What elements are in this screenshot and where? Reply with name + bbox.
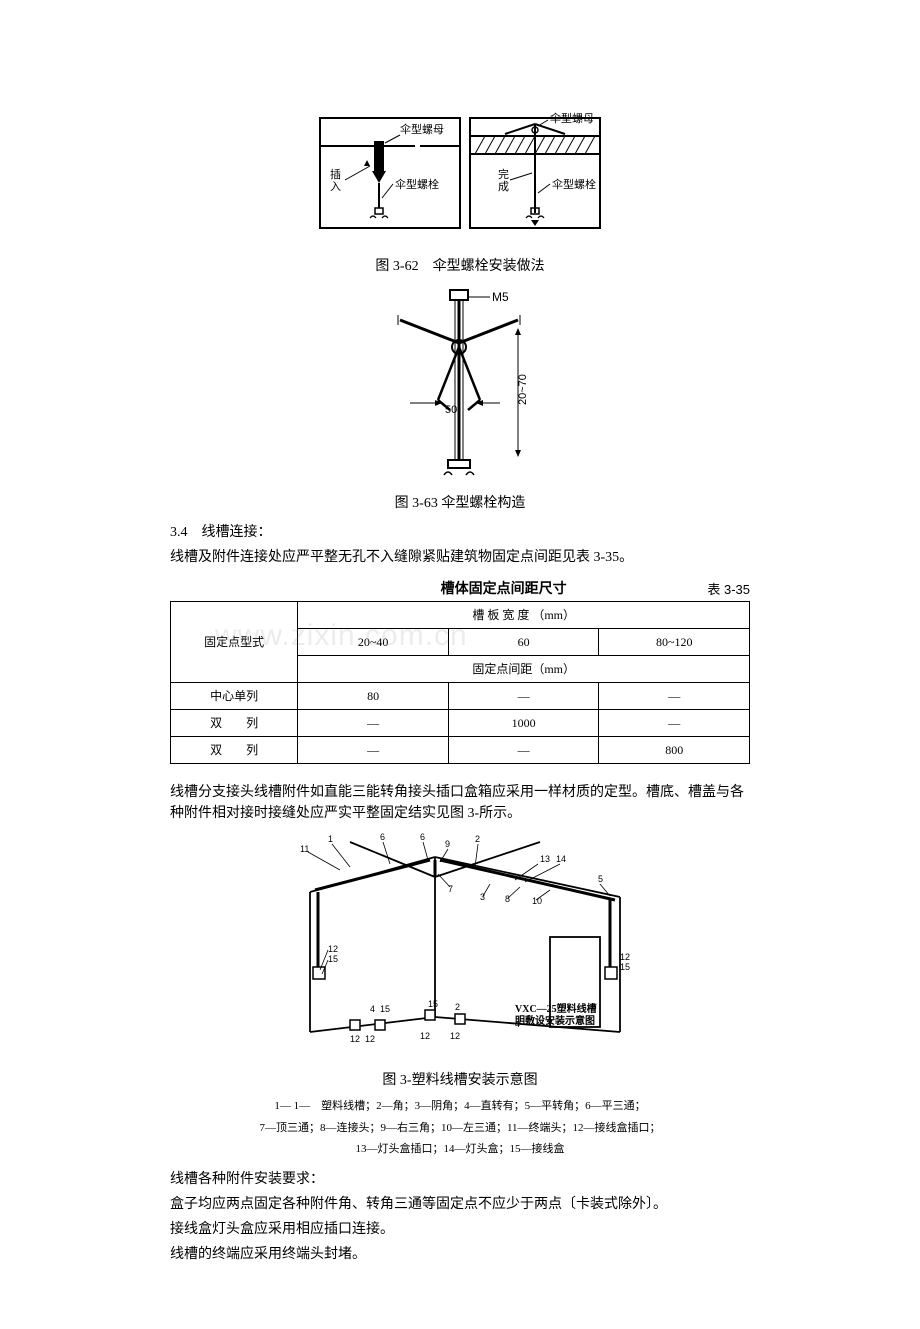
table-row-0-label: 中心单列 — [171, 683, 298, 710]
svg-text:4: 4 — [370, 1004, 375, 1014]
svg-text:12: 12 — [420, 1031, 430, 1041]
requirement-3: 线槽的终端应采用终端头封堵。 — [170, 1244, 750, 1265]
table-cell: — — [298, 710, 449, 737]
table-cell: — — [298, 737, 449, 764]
table-3-35: 固定点型式 槽 板 宽 度 （mm） 20~40 60 80~120 固定点间距… — [170, 601, 750, 764]
figure-3-63: M5 50 20~70 — [170, 285, 750, 485]
table-width-1: 60 — [448, 629, 599, 656]
legend-line-3: 13—灯头盒插口；14—灯头盒；15—接线盒 — [170, 1140, 750, 1159]
figure-plastic-slot: 11 1 6 6 9 2 1314 7 3 8 10 5 12 15 12 15… — [170, 832, 750, 1062]
svg-text:14: 14 — [556, 854, 566, 864]
table-row-2-label: 双 列 — [171, 737, 298, 764]
page-container: 伞型螺母 插 入 伞型螺栓 — [170, 108, 750, 1265]
svg-text:2: 2 — [475, 834, 480, 844]
legend-line-1: 1— 1— 塑料线槽；2—角；3—阴角；4—直转有；5—平转角；6—平三通； — [170, 1097, 750, 1116]
svg-text:成: 成 — [498, 180, 509, 193]
svg-text:入: 入 — [330, 181, 341, 193]
figure-3-63-caption: 图 3-63 伞型螺栓构造 — [170, 493, 750, 514]
requirement-1: 盒子均应两点固定各种附件角、转角三通等固定点不应少于两点〔卡装式除外〕。 — [170, 1194, 750, 1215]
table-cell: 1000 — [448, 710, 599, 737]
table-header-spacing: 固定点间距（mm） — [298, 656, 750, 683]
table-cell: 80 — [298, 683, 449, 710]
figure-3-63-svg: M5 50 20~70 — [370, 285, 550, 485]
svg-text:11: 11 — [300, 844, 309, 854]
svg-text:12: 12 — [620, 952, 630, 962]
label-50: 50 — [445, 404, 457, 416]
svg-text:6: 6 — [380, 832, 385, 842]
svg-text:2: 2 — [455, 1002, 460, 1012]
section-3-4-heading: 3.4 线槽连接： — [170, 522, 750, 543]
table-header-fixtype: 固定点型式 — [171, 602, 298, 683]
svg-text:15: 15 — [328, 954, 338, 964]
svg-text:15: 15 — [380, 1004, 390, 1014]
svg-text:12: 12 — [450, 1031, 460, 1041]
table-title: 槽体固定点间距尺寸 — [170, 578, 707, 599]
table-cell: — — [448, 737, 599, 764]
figure-3-62-svg: 伞型螺母 插 入 伞型螺栓 — [310, 108, 610, 248]
figure-plastic-caption: 图 3-塑料线槽安装示意图 — [170, 1070, 750, 1091]
svg-text:伞型螺栓: 伞型螺栓 — [395, 177, 439, 191]
label-range: 20~70 — [517, 374, 529, 405]
svg-text:1: 1 — [328, 834, 333, 844]
table-row-1-label: 双 列 — [171, 710, 298, 737]
svg-text:伞型螺栓: 伞型螺栓 — [552, 177, 596, 191]
legend-line-2: 7—顶三通；8—连接头；9—右三角；10—左三通；11—终端头；12—接线盒插口… — [170, 1119, 750, 1138]
table-cell: — — [599, 683, 750, 710]
inner-label-bottom: 明敷设安装示意图 — [515, 1014, 595, 1027]
table-cell: — — [599, 710, 750, 737]
svg-text:12: 12 — [328, 944, 338, 954]
requirements-heading: 线槽各种附件安装要求： — [170, 1169, 750, 1190]
svg-text:插: 插 — [330, 167, 341, 181]
table-cell: 800 — [599, 737, 750, 764]
section-3-4-text: 线槽及附件连接处应严平整无孔不入缝隙紧贴建筑物固定点间距见表 3-35。 — [170, 547, 750, 568]
para-after-table: 线槽分支接头线槽附件如直能三能转角接头插口盒箱应采用一样材质的定型。槽底、槽盖与… — [170, 782, 750, 824]
svg-text:15: 15 — [428, 999, 438, 1009]
svg-text:伞型螺母: 伞型螺母 — [550, 111, 594, 125]
svg-text:12: 12 — [350, 1034, 360, 1044]
table-cell: — — [448, 683, 599, 710]
svg-text:6: 6 — [420, 832, 425, 842]
svg-text:8: 8 — [505, 894, 510, 904]
inner-label-top: VXC—25塑料线槽 — [515, 1002, 597, 1015]
requirement-2: 接线盒灯头盒应采用相应插口连接。 — [170, 1219, 750, 1240]
table-header-width: 槽 板 宽 度 （mm） — [298, 602, 750, 629]
table-number: 表 3-35 — [707, 580, 750, 600]
figure-3-62: 伞型螺母 插 入 伞型螺栓 — [170, 108, 750, 248]
figure-plastic-svg: 11 1 6 6 9 2 1314 7 3 8 10 5 12 15 12 15… — [280, 832, 640, 1062]
label-m5: M5 — [492, 290, 509, 304]
table-title-row: 槽体固定点间距尺寸 表 3-35 — [170, 578, 750, 599]
table-width-0: 20~40 — [298, 629, 449, 656]
svg-text:9: 9 — [445, 839, 450, 849]
svg-text:完: 完 — [498, 167, 509, 181]
svg-text:15: 15 — [620, 962, 630, 972]
svg-text:10: 10 — [532, 896, 542, 906]
figure-3-62-caption: 图 3-62 伞型螺栓安装做法 — [170, 256, 750, 277]
svg-text:12: 12 — [365, 1034, 375, 1044]
table-width-2: 80~120 — [599, 629, 750, 656]
svg-text:伞型螺母: 伞型螺母 — [400, 122, 444, 136]
svg-text:13: 13 — [540, 854, 550, 864]
svg-text:5: 5 — [598, 874, 603, 884]
